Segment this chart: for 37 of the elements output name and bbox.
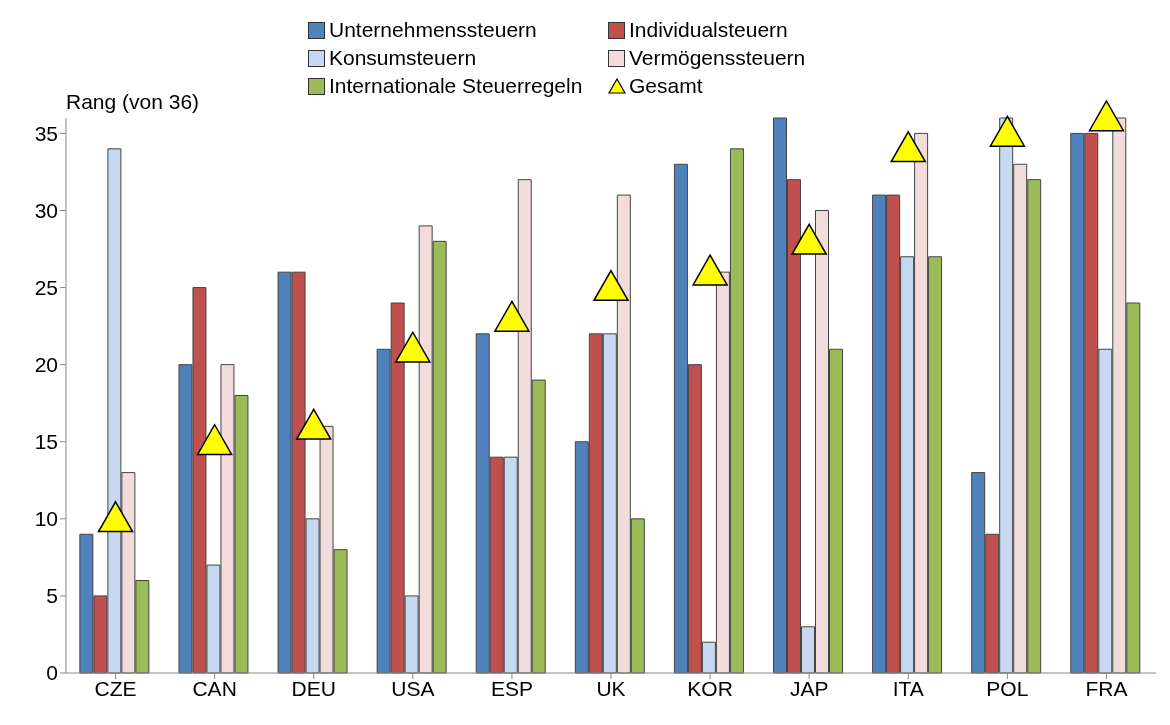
x-tick-label: UK xyxy=(596,676,626,700)
y-tick-label: 15 xyxy=(34,430,58,454)
point xyxy=(295,408,332,440)
point xyxy=(494,300,530,332)
x-tick-label: USA xyxy=(391,676,435,700)
y-tick-label: 5 xyxy=(46,584,58,608)
legend-label: Gesamt xyxy=(629,74,703,98)
point xyxy=(1088,100,1125,132)
point xyxy=(791,223,827,255)
legend-label: Unternehmenssteuern xyxy=(329,18,537,42)
point xyxy=(395,331,431,363)
y-tick-label: 20 xyxy=(34,353,58,377)
legend-label: Internationale Steuerregeln xyxy=(329,74,583,98)
x-tick-label: ESP xyxy=(490,676,533,700)
x-tick-label: FRA xyxy=(1085,676,1128,700)
point xyxy=(196,424,233,456)
point xyxy=(989,115,1026,147)
y-axis-title: Rang (von 36) xyxy=(66,90,200,114)
legend-label: Individualsteuern xyxy=(629,18,788,42)
x-tick-label: DEU xyxy=(291,676,336,700)
point xyxy=(890,131,927,163)
point xyxy=(692,254,728,286)
x-tick-label: JAP xyxy=(789,676,829,700)
x-tick-label: KOR xyxy=(687,676,733,700)
point xyxy=(593,269,629,302)
x-tick-label: ITA xyxy=(892,676,924,700)
y-tick-label: 25 xyxy=(34,276,58,300)
legend-label: Vermögenssteuern xyxy=(629,46,806,70)
y-tick-label: 0 xyxy=(46,661,58,685)
y-tick-label: 10 xyxy=(34,507,58,531)
y-tick-label: 30 xyxy=(34,198,58,222)
x-tick-label: POL xyxy=(986,676,1029,700)
x-tick-label: CZE xyxy=(94,676,137,700)
point xyxy=(97,501,134,533)
x-tick-label: CAN xyxy=(192,676,237,700)
legend-label: Konsumsteuern xyxy=(329,46,477,70)
y-tick-label: 35 xyxy=(34,121,58,145)
